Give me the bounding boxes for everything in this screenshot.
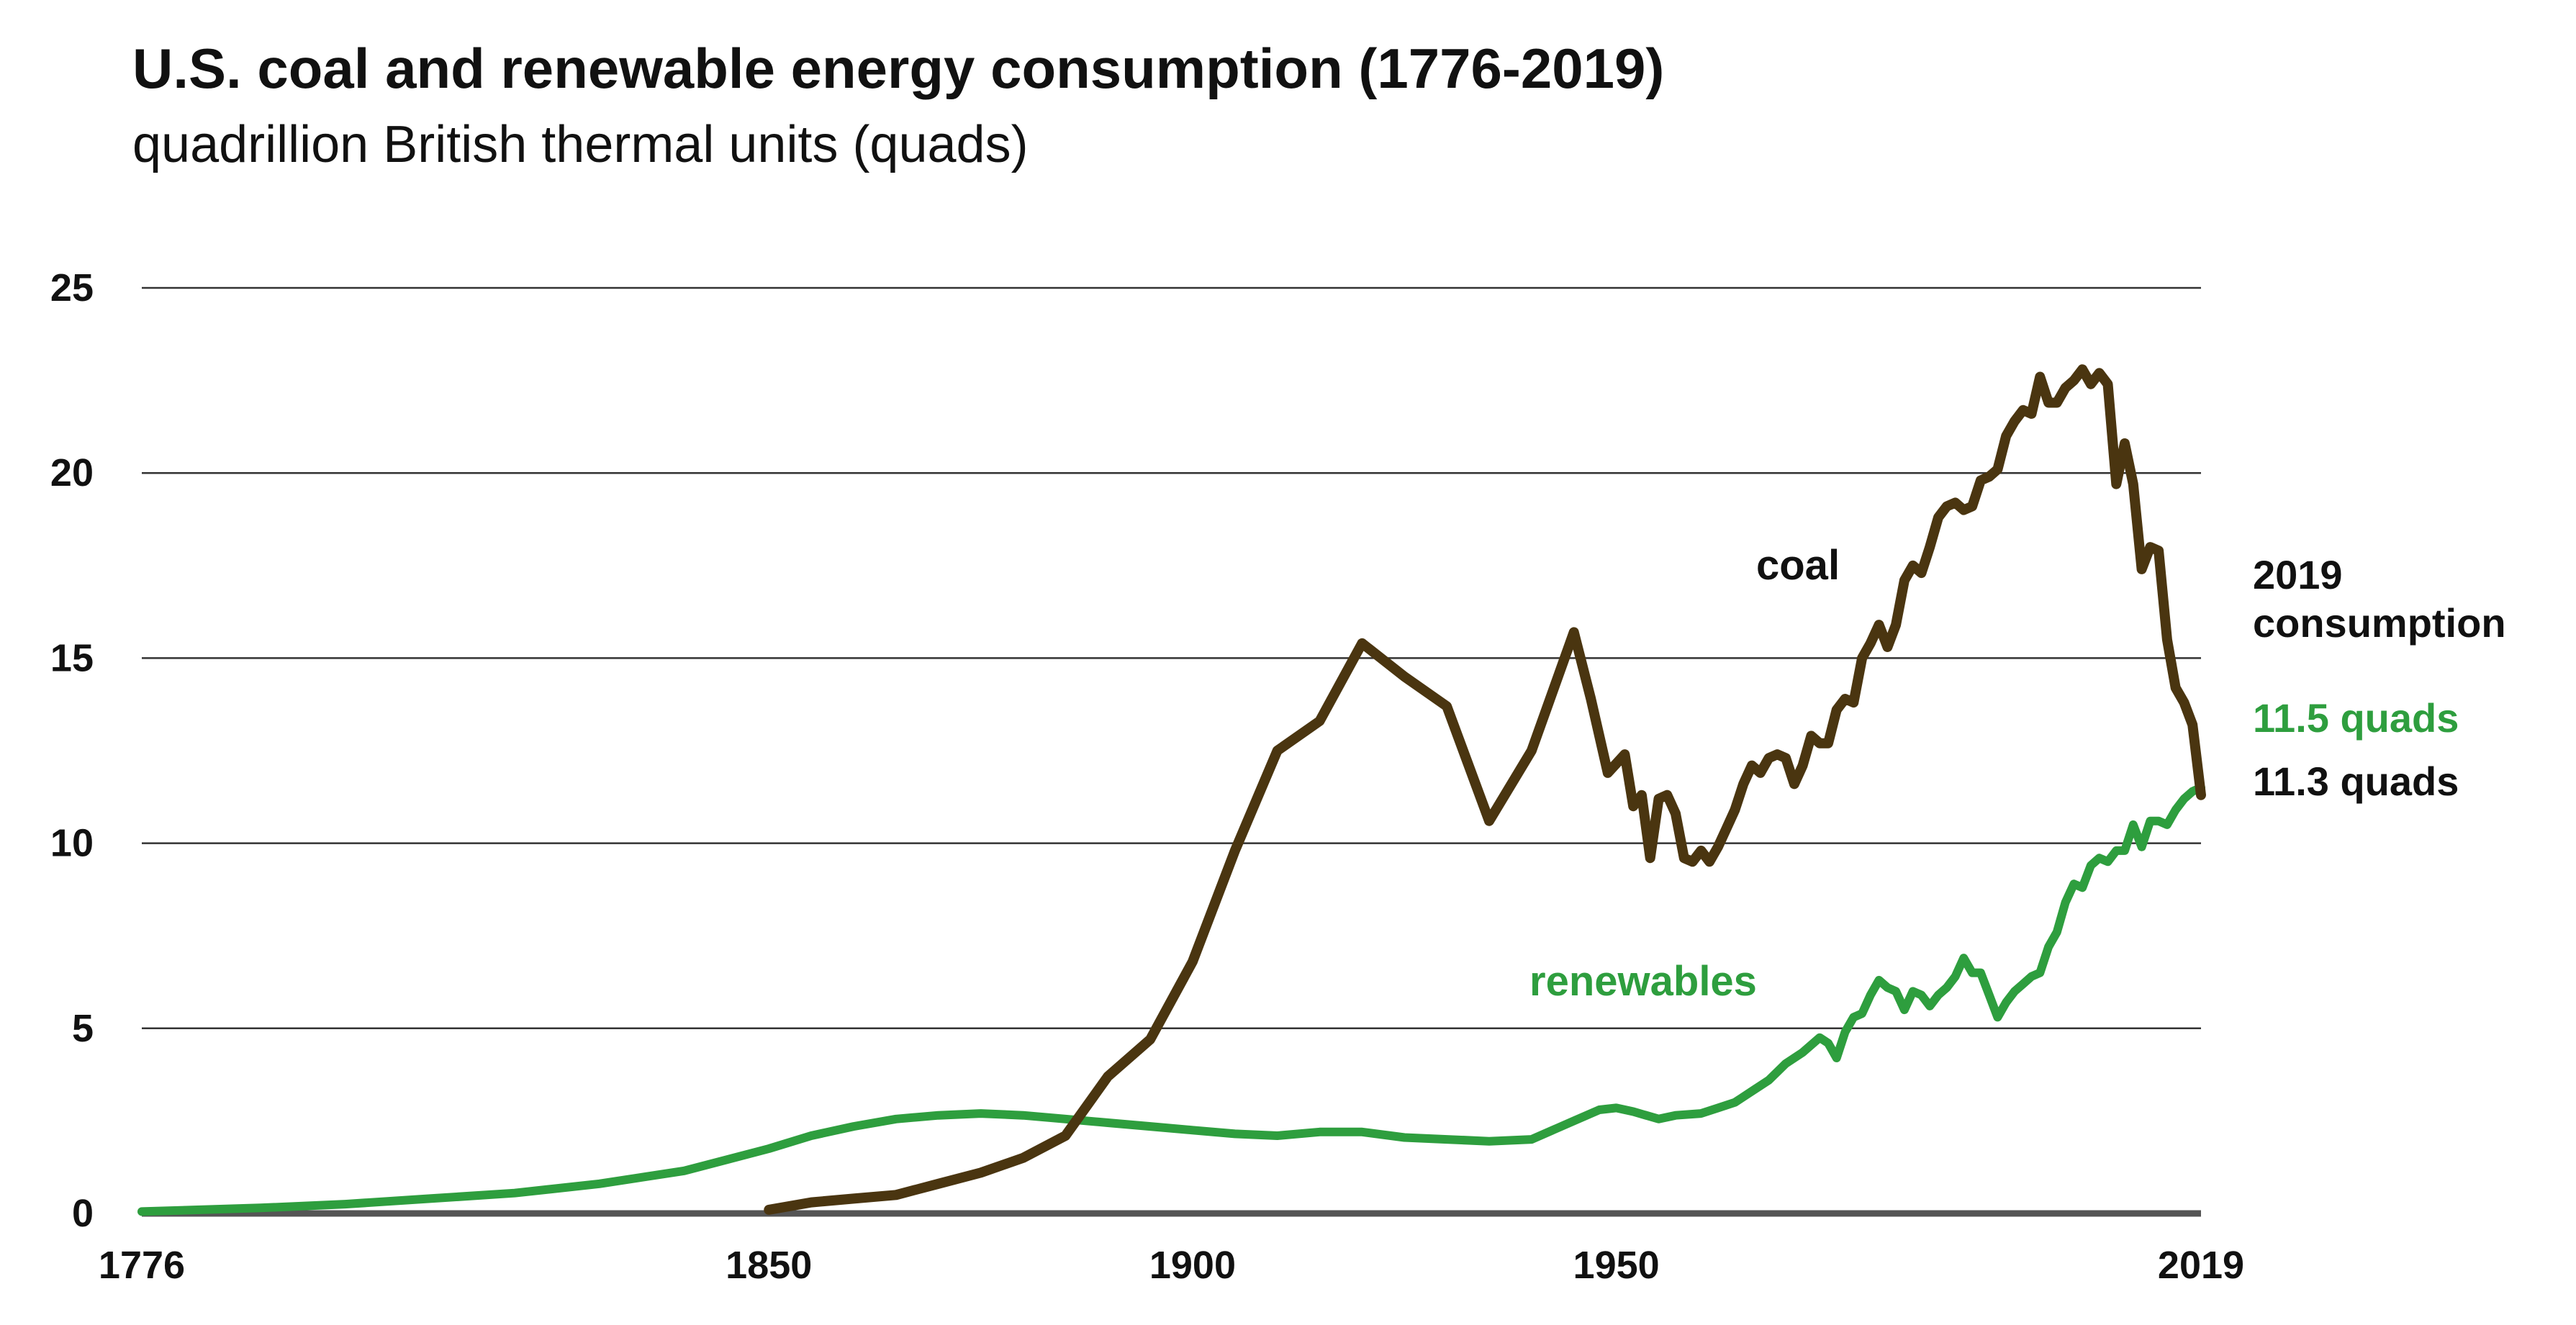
gridlines	[142, 286, 2201, 1217]
y-tick-label-5: 5	[72, 1007, 94, 1050]
renewables-2019-value: 11.5 quads	[2253, 695, 2459, 741]
y-tick-label-15: 15	[50, 636, 94, 679]
x-axis-ticks: 1776 1850 1900 1950 2019	[99, 1244, 2244, 1287]
chart-title: U.S. coal and renewable energy consumpti…	[132, 37, 1665, 100]
chart-subtitle: quadrillion British thermal units (quads…	[132, 116, 1029, 173]
y-tick-label-20: 20	[50, 451, 94, 494]
consumption-heading-year: 2019	[2253, 552, 2343, 597]
y-tick-label-0: 0	[72, 1192, 94, 1235]
y-tick-label-10: 10	[50, 822, 94, 865]
series	[137, 364, 2206, 1216]
y-axis-ticks: 0 5 10 15 20 25	[50, 266, 94, 1235]
series-line-renewables	[137, 783, 2205, 1216]
series-line-coal	[764, 364, 2206, 1215]
y-tick-label-25: 25	[50, 266, 94, 309]
consumption-heading-label: consumption	[2253, 600, 2506, 646]
coal-2019-value: 11.3 quads	[2253, 759, 2459, 804]
x-tick-label-1900: 1900	[1149, 1244, 1236, 1287]
coal-label: coal	[1756, 542, 1840, 589]
x-tick-label-1950: 1950	[1573, 1244, 1660, 1287]
x-tick-label-1776: 1776	[99, 1244, 185, 1287]
x-tick-label-2019: 2019	[2158, 1244, 2244, 1287]
renewables-label: renewables	[1529, 958, 1757, 1005]
x-tick-label-1850: 1850	[726, 1244, 812, 1287]
